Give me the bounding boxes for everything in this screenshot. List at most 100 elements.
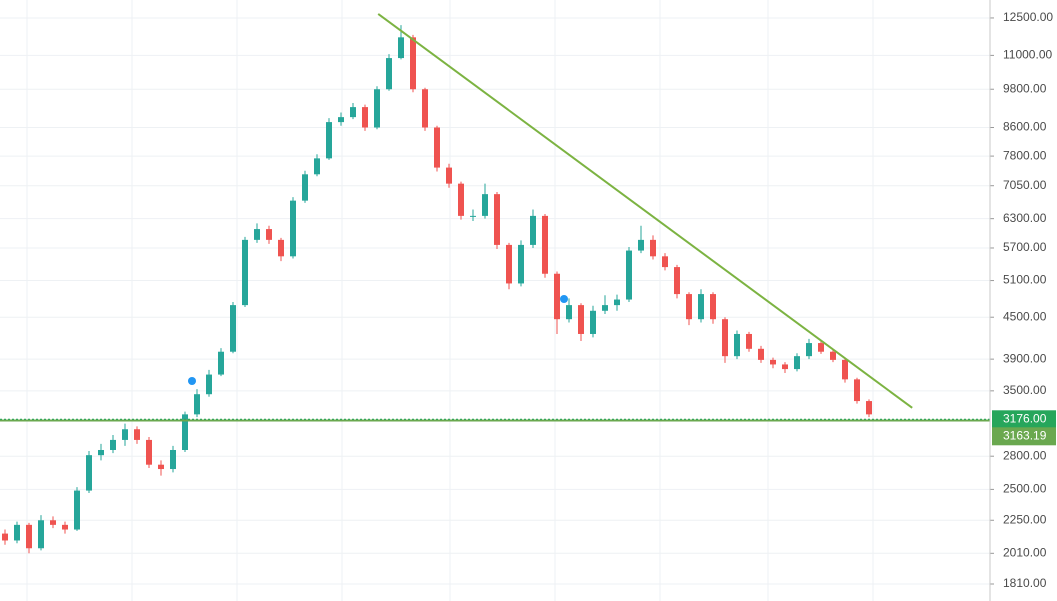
- candle-body: [578, 305, 584, 334]
- candle-body: [134, 429, 140, 440]
- candle-body: [710, 294, 716, 320]
- trendline: [377, 13, 913, 409]
- candle-body: [110, 439, 116, 450]
- candle-body: [266, 229, 272, 240]
- event-marker[interactable]: [560, 295, 568, 303]
- line-label: 3163.19: [1003, 428, 1047, 442]
- candle-body: [158, 464, 164, 470]
- candle-body: [422, 89, 428, 128]
- candle-body: [650, 239, 656, 257]
- y-tick-label: 8600.00: [1003, 120, 1047, 134]
- candle-body: [350, 107, 356, 118]
- candle-body: [746, 333, 752, 349]
- y-tick-label: 5700.00: [1003, 240, 1047, 254]
- candle-body: [566, 305, 572, 320]
- candle-body: [218, 351, 224, 375]
- candle-body: [434, 127, 440, 168]
- y-tick-label: 2250.00: [1003, 512, 1047, 526]
- candle-body: [26, 524, 32, 549]
- y-tick-label: 12500.00: [1003, 10, 1053, 24]
- candle-body: [410, 37, 416, 90]
- candle-body: [74, 490, 80, 530]
- candle-body: [866, 401, 872, 415]
- candle-body: [722, 319, 728, 357]
- candle-body: [734, 333, 740, 357]
- candle-body: [338, 117, 344, 123]
- candle-body: [230, 305, 236, 352]
- y-tick-label: 3500.00: [1003, 383, 1047, 397]
- candle-body: [698, 294, 704, 320]
- candle-body: [374, 89, 380, 128]
- candle-body: [62, 524, 68, 530]
- candle-body: [302, 174, 308, 201]
- candle-body: [806, 343, 812, 357]
- y-tick-label: 7800.00: [1003, 148, 1047, 162]
- y-tick-label: 2500.00: [1003, 482, 1047, 496]
- y-tick-label: 9800.00: [1003, 81, 1047, 95]
- price-label-box: [992, 410, 1056, 429]
- candle-body: [38, 520, 44, 549]
- y-tick-label: 7050.00: [1003, 178, 1047, 192]
- candle-body: [182, 414, 188, 450]
- candle-body: [122, 429, 128, 440]
- candle-body: [626, 250, 632, 300]
- y-tick-label: 3900.00: [1003, 351, 1047, 365]
- candle-body: [602, 305, 608, 311]
- line-label-box: [992, 427, 1056, 446]
- candle-body: [494, 194, 500, 245]
- candle-body: [638, 239, 644, 251]
- candle-body: [86, 455, 92, 491]
- y-tick-label: 2010.00: [1003, 545, 1047, 559]
- candle-body: [146, 439, 152, 465]
- candle-body: [662, 256, 668, 268]
- candle-body: [98, 449, 104, 456]
- candle-body: [326, 122, 332, 159]
- y-tick-label: 2800.00: [1003, 448, 1047, 462]
- candle-body: [686, 294, 692, 320]
- price-label: 3176.00: [1003, 411, 1047, 425]
- candle-body: [206, 374, 212, 395]
- candle-body: [506, 244, 512, 284]
- candle-body: [458, 183, 464, 216]
- candle-body: [14, 524, 20, 541]
- candle-body: [542, 215, 548, 274]
- candle-body: [278, 239, 284, 257]
- candle-body: [2, 533, 8, 541]
- event-marker[interactable]: [188, 377, 196, 385]
- candle-body: [470, 215, 476, 217]
- candle-body: [758, 348, 764, 360]
- candle-body: [314, 158, 320, 175]
- candle-body: [818, 343, 824, 352]
- candle-body: [242, 239, 248, 306]
- y-tick-label: 5100.00: [1003, 273, 1047, 287]
- candle-body: [674, 267, 680, 295]
- candle-body: [254, 229, 260, 240]
- candle-body: [482, 194, 488, 216]
- candle-body: [770, 359, 776, 365]
- candle-body: [590, 310, 596, 334]
- y-tick-label: 4500.00: [1003, 309, 1047, 323]
- y-tick-label: 11000.00: [1003, 48, 1052, 62]
- y-tick-label: 6300.00: [1003, 211, 1047, 225]
- candle-body: [362, 107, 368, 128]
- candle-body: [170, 449, 176, 470]
- candle-body: [854, 379, 860, 402]
- candle-body: [386, 58, 392, 90]
- candle-body: [398, 37, 404, 59]
- candle-body: [830, 351, 836, 360]
- candle-body: [614, 299, 620, 306]
- candle-body: [290, 200, 296, 257]
- candle-body: [50, 520, 56, 525]
- candle-body: [530, 215, 536, 245]
- y-tick-label: 1810.00: [1003, 576, 1047, 590]
- candle-body: [794, 356, 800, 370]
- candle-body: [446, 167, 452, 184]
- candle-body: [842, 359, 848, 380]
- candle-body: [782, 364, 788, 370]
- plot: [0, 0, 990, 601]
- candle-body: [194, 394, 200, 415]
- candle-body: [554, 273, 560, 320]
- candle-body: [518, 244, 524, 284]
